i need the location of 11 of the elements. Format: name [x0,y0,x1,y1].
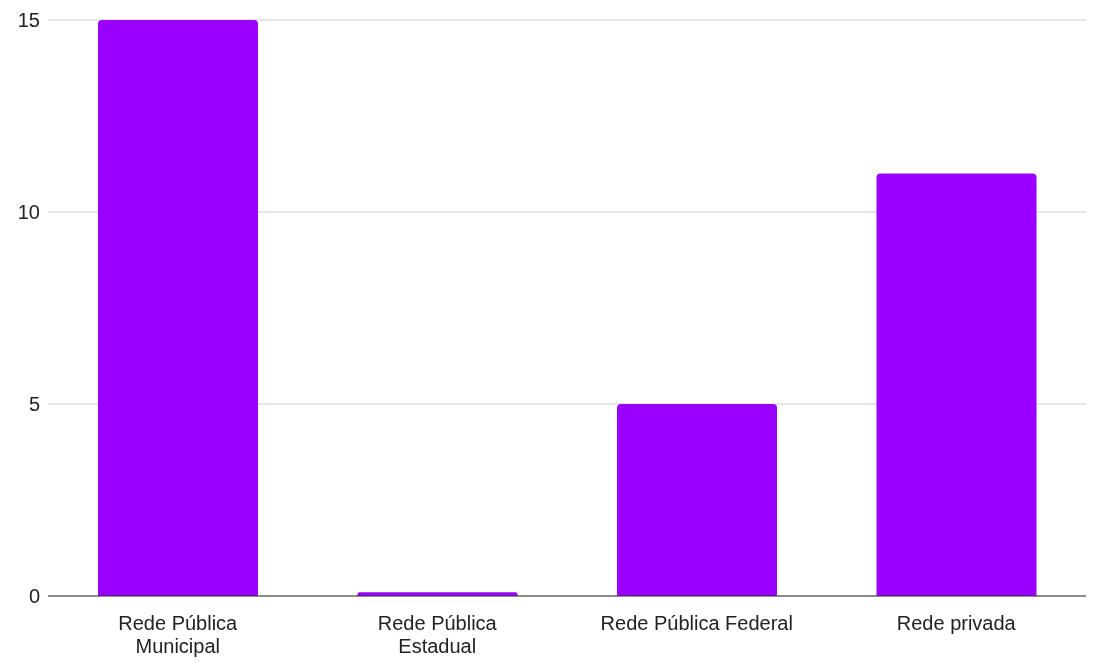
bar [617,404,777,596]
y-tick-label: 10 [17,201,40,224]
y-tick-label: 0 [28,585,40,608]
x-tick-label: Rede Pública Estadual [377,612,498,657]
x-tick-label: Rede privada [896,612,1017,634]
bar [876,173,1037,596]
x-tick-label: Rede Pública Federal [600,612,793,634]
x-tick-label: Rede Pública Municipal [118,612,239,657]
y-tick-label: 15 [17,9,40,32]
y-tick-label: 5 [28,393,40,416]
bar [98,20,258,596]
